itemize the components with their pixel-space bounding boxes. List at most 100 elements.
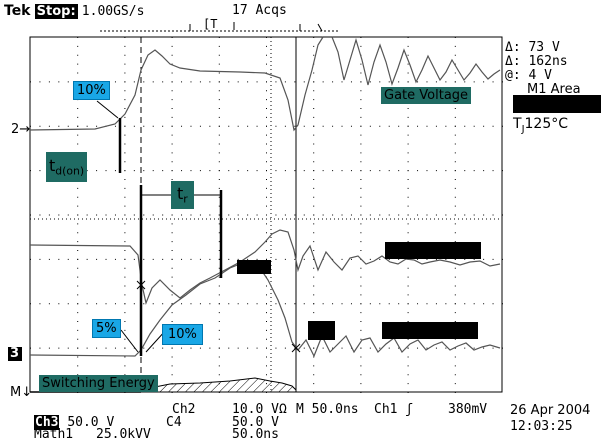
grid-dot	[313, 152, 315, 154]
tj-value: 125°C	[524, 116, 569, 132]
grid-dot	[407, 196, 409, 198]
grid-dot	[77, 321, 79, 322]
grid-dot	[190, 347, 192, 349]
trigger-source[interactable]: Ch1 ʃ	[374, 402, 414, 417]
grid-dot	[171, 99, 173, 101]
grid-dot	[379, 214, 381, 216]
grid-dot	[171, 108, 173, 109]
grid-dot	[199, 125, 201, 127]
grid-dot	[218, 303, 220, 305]
grid-dot	[473, 303, 475, 305]
grid-dot	[133, 170, 135, 172]
grid-dot	[454, 196, 456, 198]
grid-dot	[30, 214, 31, 216]
grid-dot	[417, 170, 419, 172]
grid-dot	[30, 170, 31, 172]
grid-dot	[247, 125, 249, 127]
grid-dot	[124, 143, 126, 145]
grid-dot	[77, 365, 79, 367]
trigger-level: 380mV	[448, 402, 488, 417]
grid-dot	[454, 303, 456, 305]
grid-dot	[199, 81, 201, 83]
grid-dot	[77, 45, 79, 47]
grid-dot	[247, 214, 249, 216]
grid-dot	[67, 214, 69, 216]
grid-dot	[67, 347, 69, 349]
grid-dot	[218, 276, 220, 278]
grid-dot	[218, 329, 220, 331]
stop-button[interactable]: Stop:	[34, 4, 78, 19]
grid-dot	[152, 125, 154, 127]
grid-dot	[350, 214, 352, 216]
grid-dot	[218, 125, 220, 127]
grid-dot	[77, 338, 79, 340]
ch2-level-marker[interactable]: 2→	[11, 123, 30, 137]
grid-dot	[124, 125, 126, 127]
grid-dot	[502, 125, 503, 127]
ch3-settings[interactable]: Ch3 50.0 V	[34, 415, 114, 430]
grid-dot	[218, 143, 220, 145]
brand-label: Tek	[4, 3, 31, 19]
status-header: Tek Stop: 1.00GS/s	[4, 3, 144, 19]
grid-dot	[313, 276, 315, 278]
grid-dot	[294, 258, 296, 260]
grid-dot	[313, 356, 315, 358]
grid-dot	[360, 232, 362, 234]
grid-dot	[454, 383, 456, 385]
grid-dot	[58, 81, 60, 83]
timing-annotation-lines	[118, 118, 223, 356]
grid-dot	[360, 116, 362, 118]
grid-dot	[58, 214, 60, 216]
grid-dot	[124, 152, 126, 154]
grid-dot	[492, 347, 494, 349]
grid-dot	[303, 214, 305, 216]
grid-dot	[473, 347, 475, 349]
grid-dot	[313, 223, 315, 225]
grid-dot	[369, 303, 371, 305]
grid-dot	[407, 108, 409, 109]
timebase[interactable]: M 50.0ns	[296, 402, 359, 417]
tr-label: tr	[171, 181, 194, 209]
grid-dot	[266, 347, 267, 349]
grid-dot	[445, 214, 447, 216]
grid-dot	[360, 143, 362, 145]
grid-dot	[266, 134, 267, 136]
grid-dot	[256, 125, 258, 127]
grid-dot	[388, 214, 390, 216]
time-display: 12:03:25	[510, 419, 573, 434]
grid-dot	[218, 187, 220, 189]
grid-dot	[266, 187, 267, 189]
grid-dot	[350, 81, 352, 83]
trigger-position-marker[interactable]: [T	[203, 17, 218, 31]
grid-dot	[209, 170, 211, 172]
grid-dot	[190, 170, 192, 172]
math-level-marker[interactable]: M↓	[10, 386, 32, 400]
grid-dot	[313, 72, 315, 74]
grid-dot	[218, 170, 220, 172]
grid-dot	[48, 347, 50, 349]
grid-dot	[171, 179, 173, 180]
math1-scale: 25.0kVV	[96, 427, 151, 442]
grid-dot	[407, 356, 409, 358]
grid-dot	[124, 81, 126, 83]
grid-dot	[379, 258, 381, 260]
grid-dot	[86, 303, 88, 305]
grid-dot	[360, 90, 362, 92]
grid-dot	[152, 81, 154, 83]
grid-dot	[454, 276, 456, 278]
grid-dot	[407, 232, 409, 234]
math-area-readout: M1 Area	[527, 82, 581, 97]
grid-dot	[379, 125, 381, 127]
grid-dot	[96, 125, 98, 127]
grid-dot	[124, 285, 126, 287]
grid-dot	[313, 258, 315, 260]
grid-dot	[407, 81, 409, 83]
grid-dot	[124, 72, 126, 74]
ch3-level-marker[interactable]: 3	[8, 347, 23, 361]
grid-dot	[407, 45, 409, 47]
grid-dot	[218, 241, 220, 243]
grid-dot	[464, 214, 466, 216]
grid-dot	[77, 205, 79, 207]
grid-dot	[388, 258, 390, 260]
